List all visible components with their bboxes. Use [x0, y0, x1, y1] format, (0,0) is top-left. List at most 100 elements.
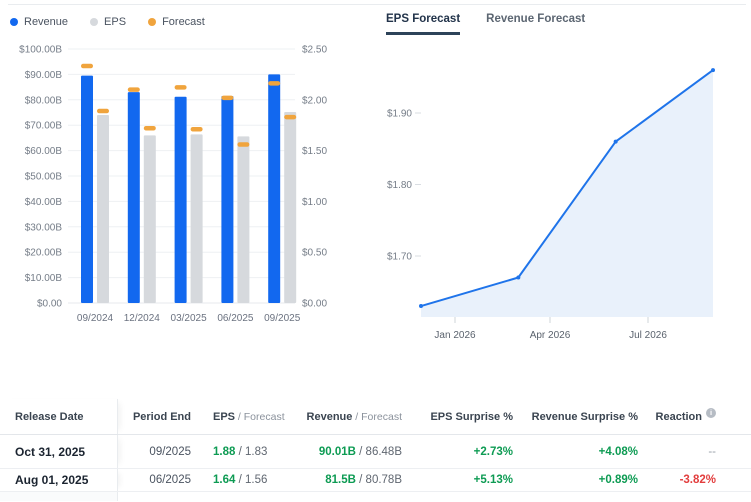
eps-bar[interactable]	[97, 115, 109, 303]
revenue-eps-panel: $100.00B $90.00B $80.00B $70.00B $60.00B $50.…	[0, 0, 375, 360]
revenue-forecast-marker[interactable]	[221, 95, 234, 101]
revenue-forecast-value: 86.48B	[365, 445, 402, 458]
value-separator: /	[235, 445, 245, 458]
eps-forecast-marker[interactable]	[143, 125, 156, 131]
release-date-value: Aug 01, 2025	[15, 473, 89, 487]
legend-label: Forecast	[162, 16, 205, 28]
revenue-forecast-marker[interactable]	[81, 63, 93, 69]
revenue-bar[interactable]	[174, 96, 187, 303]
forecast-panel: $1.90 $1.80 $1.70 Jan 2026 Apr 2026 Jul 2026 …	[375, 0, 751, 360]
eps-value: 1.64	[213, 474, 236, 486]
x-axis-tick-label: Jan 2026	[434, 330, 476, 341]
revenue-bar[interactable]	[81, 75, 93, 303]
forecast-line[interactable]	[420, 69, 714, 308]
period-end-value: 06/2025	[149, 474, 191, 486]
x-axis-category-label: 03/2025	[171, 313, 208, 324]
eps-forecast-marker[interactable]	[284, 114, 297, 120]
revenue-forecast-marker[interactable]	[174, 85, 187, 90]
x-axis-tick-label: Apr 2026	[530, 330, 571, 341]
header-label: Revenue Surprise %	[531, 410, 638, 423]
revenue-bar[interactable]	[221, 95, 234, 304]
eps-forecast-marker[interactable]	[190, 127, 203, 132]
top-divider	[8, 4, 746, 5]
revenue-value: 90.01B	[318, 445, 356, 458]
left-axis-tick-label: $90.00B	[25, 70, 63, 81]
revenue-surprise-value: +4.08%	[598, 445, 638, 458]
eps-value: 1.88	[213, 445, 236, 458]
value-separator: /	[355, 474, 366, 486]
table-next-row-partial	[0, 492, 751, 501]
x-axis-category-label: 09/2024	[77, 313, 114, 324]
eps-forecast-marker[interactable]	[97, 108, 109, 114]
legend-label: Revenue	[24, 16, 69, 28]
eps-bar[interactable]	[143, 135, 156, 303]
header-sub-label: / Forecast	[235, 410, 285, 423]
reaction-value: -3.82%	[679, 474, 716, 486]
legend-item-revenue[interactable]: Revenue	[10, 16, 68, 28]
revenue-forecast-value: 80.78B	[365, 474, 402, 486]
forecast-data-point[interactable]	[516, 275, 521, 280]
charts-section: $100.00B $90.00B $80.00B $70.00B $60.00B $50.…	[0, 0, 751, 360]
column-header-period-end: Period End	[118, 411, 195, 423]
eps-legend-dot-icon	[90, 18, 99, 26]
legend-item-forecast[interactable]: Forecast	[148, 16, 205, 28]
chart-legend: Revenue EPS Forecast	[10, 16, 205, 28]
column-header-reaction: Reaction i	[640, 407, 751, 423]
legend-label: EPS	[104, 16, 127, 28]
forecast-legend-dot-icon	[148, 18, 157, 26]
eps-forecast-value: 1.83	[244, 445, 268, 458]
legend-item-eps[interactable]: EPS	[90, 16, 126, 28]
info-icon[interactable]: i	[706, 407, 716, 418]
left-axis-tick-label: $100.00B	[19, 45, 62, 56]
table-next-row-stub	[0, 492, 118, 501]
earnings-history-table: Release Date Period End EPS / Forecast Reve…	[0, 399, 751, 501]
revenue-bar[interactable]	[268, 74, 281, 303]
eps-bar[interactable]	[284, 111, 297, 303]
right-axis-tick-label: $2.00	[302, 95, 327, 106]
left-axis-tick-label: $40.00B	[25, 197, 63, 208]
table-body: Oct 31, 2025 09/2025 1.88 / 1.83 90.01B / 8…	[0, 435, 751, 492]
eps-bar[interactable]	[190, 134, 203, 303]
left-axis-tick-label: $60.00B	[25, 146, 63, 157]
eps-forecast-line-chart[interactable]: $1.90 $1.80 $1.70 Jan 2026 Apr 2026 Jul 2026	[375, 0, 751, 360]
forecast-tabs: EPS Forecast Revenue Forecast	[386, 13, 585, 35]
x-axis-category-label: 09/2025	[264, 313, 301, 324]
left-axis-tick-label: $70.00B	[25, 121, 63, 132]
left-axis-tick-label: $50.00B	[25, 172, 63, 183]
revenue-eps-bar-chart[interactable]: $100.00B $90.00B $80.00B $70.00B $60.00B $50.…	[0, 0, 375, 360]
eps-surprise-value: +2.73%	[473, 445, 513, 458]
eps-forecast-marker[interactable]	[237, 142, 250, 147]
revenue-value: 81.5B	[325, 474, 356, 486]
forecast-data-point[interactable]	[419, 304, 423, 309]
revenue-forecast-marker[interactable]	[127, 87, 140, 92]
table-row[interactable]: Oct 31, 2025 09/2025 1.88 / 1.83 90.01B / 8…	[0, 435, 751, 469]
header-label: EPS Surprise %	[430, 410, 513, 423]
header-label: Period End	[132, 410, 191, 423]
left-axis-tick-label: $80.00B	[25, 95, 63, 106]
forecast-data-point[interactable]	[613, 139, 618, 144]
table-header-row: Release Date Period End EPS / Forecast Reve…	[0, 399, 751, 435]
reaction-value: --	[708, 445, 716, 458]
value-separator: /	[235, 474, 245, 486]
column-header-release-date: Release Date	[0, 399, 118, 434]
y-axis-tick-label: $1.90	[387, 109, 412, 120]
release-date-value: Oct 31, 2025	[15, 444, 86, 459]
x-axis-tick-label: Jul 2026	[629, 330, 667, 341]
value-separator: /	[355, 445, 366, 458]
forecast-data-point[interactable]	[711, 68, 715, 73]
tab-revenue-forecast[interactable]: Revenue Forecast	[486, 13, 586, 25]
tab-eps-forecast[interactable]: EPS Forecast	[386, 13, 461, 35]
period-end-value: 09/2025	[149, 445, 191, 458]
column-header-eps-surprise-: EPS Surprise %	[405, 411, 515, 423]
revenue-legend-dot-icon	[10, 18, 18, 26]
header-label: Release Date	[15, 410, 84, 423]
eps-bar[interactable]	[237, 136, 250, 303]
table-row[interactable]: Aug 01, 2025 06/2025 1.64 / 1.56 81.5B / 80…	[0, 469, 751, 492]
column-header-revenue: Revenue / Forecast	[295, 411, 405, 423]
y-axis-tick-label: $1.70	[387, 252, 412, 263]
forecast-area-fill	[421, 70, 713, 317]
revenue-bar[interactable]	[127, 92, 140, 304]
revenue-forecast-marker[interactable]	[268, 81, 281, 86]
left-axis-tick-label: $10.00B	[25, 273, 63, 284]
eps-surprise-value: +5.13%	[473, 474, 513, 486]
